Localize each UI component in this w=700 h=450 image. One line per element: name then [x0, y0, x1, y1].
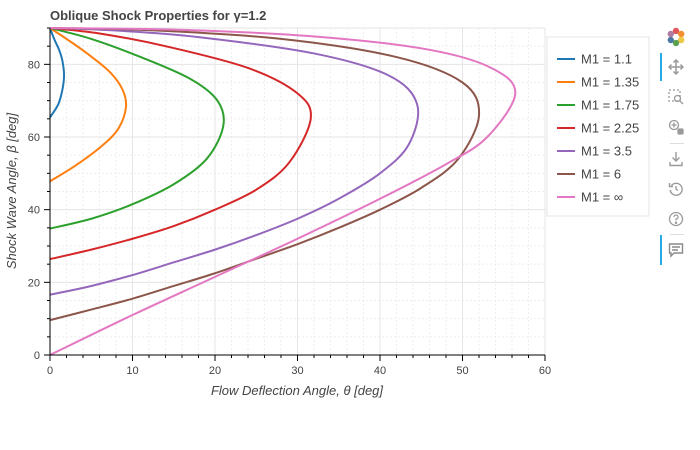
- x-tick-label: 40: [374, 365, 386, 377]
- y-tick-label: 20: [28, 277, 40, 289]
- active-tool-marker: [660, 235, 662, 265]
- legend-items: M1 = 1.1 M1 = 1.35 M1 = 1.75 M1 = 2.25 M1 = …: [557, 52, 639, 205]
- active-tool-marker: [660, 53, 662, 81]
- toolbar-divider: [670, 143, 684, 144]
- x-tick-label: 50: [456, 365, 468, 377]
- plot-area[interactable]: [49, 27, 546, 356]
- legend-label: M1 = 2.25: [581, 121, 639, 136]
- help-icon[interactable]: [658, 206, 694, 232]
- series-line-m1-1-1: [49, 27, 66, 118]
- reset-icon[interactable]: [658, 176, 694, 202]
- legend-label: M1 = 1.1: [581, 52, 632, 67]
- series-line-m1-2-25: [49, 27, 312, 261]
- series-line-m1-6: [49, 27, 481, 322]
- legend-label: M1 = 6: [581, 167, 621, 182]
- y-tick-label: 80: [28, 59, 40, 71]
- axes: 0 10 20 30 40 50 60 0 20 40 60 80: [28, 27, 551, 377]
- y-axis-label: Shock Wave Angle, β [deg]: [4, 112, 19, 269]
- legend-label: M1 = 3.5: [581, 144, 632, 159]
- y-tick-label: 60: [28, 132, 40, 144]
- legend-label: M1 = ∞: [581, 190, 623, 205]
- series-line-m1-1-35: [49, 27, 128, 183]
- x-tick-label: 60: [539, 365, 551, 377]
- legend[interactable]: M1 = 1.1 M1 = 1.35 M1 = 1.75 M1 = 2.25 M1 = …: [546, 36, 650, 217]
- series-line-m1-3-5: [49, 27, 420, 296]
- x-axis-label: Flow Deflection Angle, θ [deg]: [211, 383, 383, 398]
- hover-icon[interactable]: [658, 237, 694, 263]
- toolbar-divider: [670, 234, 684, 235]
- wheel-zoom-icon[interactable]: [658, 114, 694, 140]
- y-tick-label: 0: [34, 350, 40, 362]
- y-tick-label: 40: [28, 205, 40, 217]
- chart-title: Oblique Shock Properties for γ=1.2: [50, 8, 266, 23]
- bokeh-logo-icon[interactable]: [658, 24, 694, 50]
- x-tick-label: 20: [209, 365, 221, 377]
- legend-box: [546, 36, 650, 217]
- series-line-m1-1-75: [49, 27, 225, 230]
- save-icon[interactable]: [658, 146, 694, 172]
- series-line-m1: [49, 27, 517, 356]
- box-zoom-icon[interactable]: [658, 84, 694, 110]
- legend-label: M1 = 1.75: [581, 98, 639, 113]
- x-tick-label: 0: [47, 365, 53, 377]
- pan-icon[interactable]: [658, 54, 694, 80]
- series-layer: [49, 27, 517, 356]
- x-tick-label: 30: [291, 365, 303, 377]
- x-tick-label: 10: [126, 365, 138, 377]
- legend-label: M1 = 1.35: [581, 75, 639, 90]
